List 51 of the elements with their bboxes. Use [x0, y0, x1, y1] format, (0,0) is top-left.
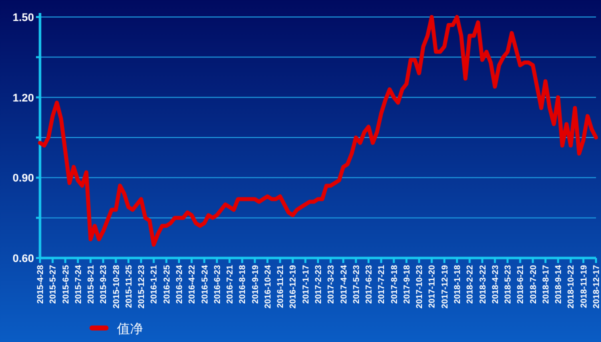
legend-label: 值净 [117, 321, 143, 336]
x-tick-label: 2017-1-17 [300, 264, 310, 304]
x-tick-label: 2016-3-24 [174, 264, 184, 304]
x-tick-label: 2017-11-20 [426, 264, 437, 308]
x-tick-label: 2016-8-18 [237, 264, 248, 304]
x-tick-label: 2015-9-23 [98, 264, 108, 304]
x-tick-label: 2016-9-19 [250, 264, 260, 304]
line-series [38, 15, 598, 247]
x-tick-label: 2018-10-22 [566, 264, 576, 308]
x-tick-label: 2016-4-22 [186, 264, 197, 304]
y-tick-label: 0.60 [12, 253, 34, 265]
x-tick-label: 2015-8-21 [86, 264, 96, 304]
x-tick-label: 2015-4-28 [35, 264, 45, 304]
x-tick-label: 2017-2-23 [313, 264, 323, 304]
x-tick-label: 2018-3-22 [477, 264, 488, 304]
x-tick-label: 2017-8-18 [388, 264, 399, 304]
x-tick-label: 2017-12-19 [439, 264, 450, 308]
x-tick-label: 2018-8-17 [540, 264, 550, 304]
x-tick-label: 2018-12-17 [591, 264, 601, 308]
y-tick-label: 1.50 [12, 12, 34, 24]
x-tick-label: 2016-10-24 [262, 264, 272, 308]
x-tick-label: 2018-11-19 [578, 264, 588, 308]
x-tick-label: 2018-1-18 [452, 264, 462, 304]
x-tick-label: 2017-3-23 [326, 264, 336, 304]
x-tick-label: 2018-9-14 [553, 264, 564, 304]
x-tick-label: 2017-4-24 [338, 264, 348, 304]
x-tick-label: 2015-5-27 [48, 264, 58, 304]
x-tick-label: 2017-7-21 [376, 264, 386, 304]
x-tick-label: 2015-10-28 [110, 264, 121, 308]
x-tick-label: 2015-7-24 [72, 264, 83, 304]
y-tick-label: 0.90 [12, 172, 34, 185]
x-tick-label: 2017-5-23 [350, 264, 361, 304]
x-tick-label: 2017-9-18 [401, 264, 412, 304]
x-tick-label: 2015-12-23 [136, 264, 146, 308]
x-tick-label: 2018-6-21 [515, 264, 526, 304]
y-tick-label: 1.20 [12, 92, 34, 104]
x-tick-label: 2016-5-24 [199, 264, 210, 304]
x-tick-label: 2015-6-25 [60, 264, 70, 304]
x-tick-label: 2016-11-21 [275, 264, 286, 308]
x-tick-label: 2016-2-25 [161, 264, 172, 304]
x-tick-label: 2018-4-23 [490, 264, 500, 304]
x-tick-label: 2016-1-21 [148, 264, 159, 304]
x-tick-label: 2017-6-23 [364, 264, 374, 304]
x-tick-label: 2018-5-23 [502, 264, 513, 304]
x-tick-label: 2018-2-22 [464, 264, 475, 304]
x-tick-label: 2016-6-23 [212, 264, 222, 304]
x-tick-label: 2018-7-20 [528, 264, 538, 304]
x-tick-label: 2017-10-23 [414, 264, 424, 308]
x-tick-label: 2016-7-21 [224, 264, 235, 304]
x-tick-label: 2016-12-19 [288, 264, 298, 308]
x-tick-label: 2015-11-25 [123, 264, 134, 308]
